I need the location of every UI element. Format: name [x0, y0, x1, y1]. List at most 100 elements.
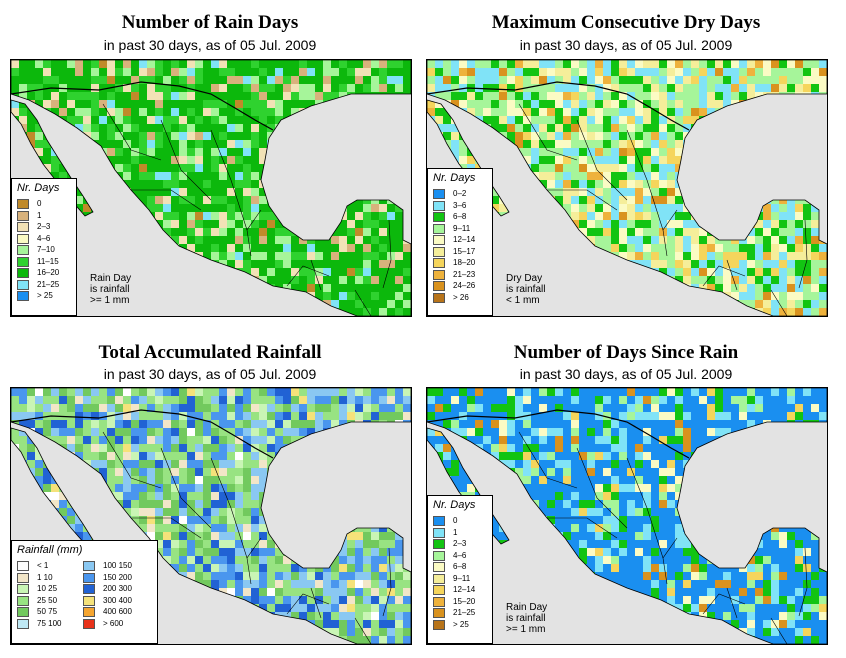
legend-label: < 1 [37, 561, 49, 570]
legend-label: 75 100 [37, 618, 62, 628]
legend-swatch [433, 269, 445, 280]
legend-swatch [17, 210, 29, 221]
state-border [726, 587, 738, 619]
legend-label: 400 600 [103, 607, 132, 616]
legend-label: > 26 [453, 292, 469, 302]
legend-swatch [17, 279, 29, 290]
legend-swatch [433, 281, 445, 291]
legend-label: 9–11 [453, 223, 471, 233]
legend-swatch [433, 516, 445, 526]
legend-label: 15–20 [453, 596, 476, 606]
state-border [726, 259, 738, 291]
state-border [210, 457, 248, 559]
state-border [382, 547, 392, 617]
legend-swatch [17, 233, 29, 244]
state-border [131, 189, 202, 211]
state-border [210, 129, 248, 231]
legend-swatch [433, 585, 445, 595]
legend-label: 2–3 [453, 539, 467, 548]
state-border [770, 617, 788, 644]
legend-swatch [433, 258, 445, 268]
legend-swatch [17, 595, 29, 606]
state-border [131, 517, 202, 539]
state-border [547, 517, 618, 539]
panel-total-rainfall: Total Accumulated Rainfall in past 30 da… [8, 330, 412, 652]
legend-label: 12–14 [453, 585, 476, 594]
legend-swatch [17, 584, 29, 594]
map-svg [11, 60, 411, 316]
note-line: Rain Day [90, 273, 132, 284]
legend-note: Rain Day is rainfall >= 1 mm [90, 273, 131, 306]
legend-label: 6–8 [453, 562, 467, 571]
legend-label: 4–6 [37, 233, 51, 243]
legend-label: 100 150 [103, 561, 132, 570]
note-line: < 1 mm [506, 295, 540, 306]
legend-title: Nr. Days [433, 172, 476, 184]
legend-swatch [433, 562, 445, 572]
note-line: >= 1 mm [506, 624, 546, 635]
state-border [547, 189, 618, 211]
country-border [11, 81, 274, 131]
legend-label: 1 10 [37, 572, 53, 582]
legend-swatch [17, 256, 29, 267]
note-line: is rainfall [90, 284, 130, 295]
legend-swatch [433, 223, 445, 234]
map-max-dry-days[interactable] [426, 59, 828, 317]
map-rain-days[interactable] [10, 59, 412, 317]
state-border [102, 103, 162, 161]
country-border [427, 81, 690, 131]
legend-swatch [433, 235, 445, 245]
legend-swatch [17, 199, 29, 209]
country-border [11, 409, 274, 459]
state-border [798, 547, 808, 617]
state-border [798, 219, 808, 289]
state-border [770, 289, 788, 316]
legend-swatch [83, 561, 95, 571]
legend-swatch [433, 573, 445, 584]
coastline [11, 60, 411, 316]
state-border [518, 431, 578, 489]
map-svg [427, 60, 827, 316]
legend-swatch [83, 584, 95, 594]
legend-label: 21–25 [453, 608, 476, 617]
state-border [310, 259, 322, 291]
legend-label: 6–8 [453, 212, 467, 221]
legend-label: 9–11 [453, 573, 471, 583]
state-border [102, 431, 162, 489]
legend-swatch [17, 222, 29, 232]
legend-label: > 25 [453, 619, 469, 629]
state-border [286, 265, 330, 287]
legend-label: 0–2 [453, 189, 467, 198]
legend-label: 15–17 [453, 246, 476, 256]
panel-subtitle: in past 30 days, as of 05 Jul. 2009 [103, 37, 317, 53]
legend-swatch [433, 200, 445, 211]
country-border [427, 409, 690, 459]
panel-title: Total Accumulated Rainfall [98, 342, 322, 363]
legend-swatch [83, 595, 95, 606]
panel-title: Number of Rain Days [121, 12, 299, 33]
legend-label: 0 [37, 199, 42, 208]
legend-label: 10 25 [37, 584, 58, 593]
legend-swatch [17, 572, 29, 583]
state-border [354, 617, 372, 644]
legend-label: > 600 [103, 618, 124, 628]
legend-swatch [433, 596, 445, 607]
coastline [427, 427, 510, 545]
legend-label: 21–23 [453, 269, 476, 279]
state-border [160, 119, 212, 201]
legend-note: Dry Day is rainfall < 1 mm [506, 273, 545, 306]
legend-title: Rainfall (mm) [17, 544, 83, 556]
legend-swatch [433, 189, 445, 199]
state-border [518, 103, 578, 161]
legend-label: 7–10 [37, 245, 55, 254]
legend-label: 16–20 [37, 268, 60, 277]
legend-label: 25 50 [37, 595, 58, 605]
legend-swatch [433, 212, 445, 222]
legend-label: 50 75 [37, 607, 58, 616]
state-border [246, 209, 262, 257]
legend-title: Nr. Days [433, 499, 476, 511]
coastline [11, 388, 411, 644]
legend-label: 12–14 [453, 235, 476, 244]
panel-max-dry-days: Maximum Consecutive Dry Days in past 30 … [424, 0, 828, 322]
legend-label: 1 [453, 527, 458, 537]
